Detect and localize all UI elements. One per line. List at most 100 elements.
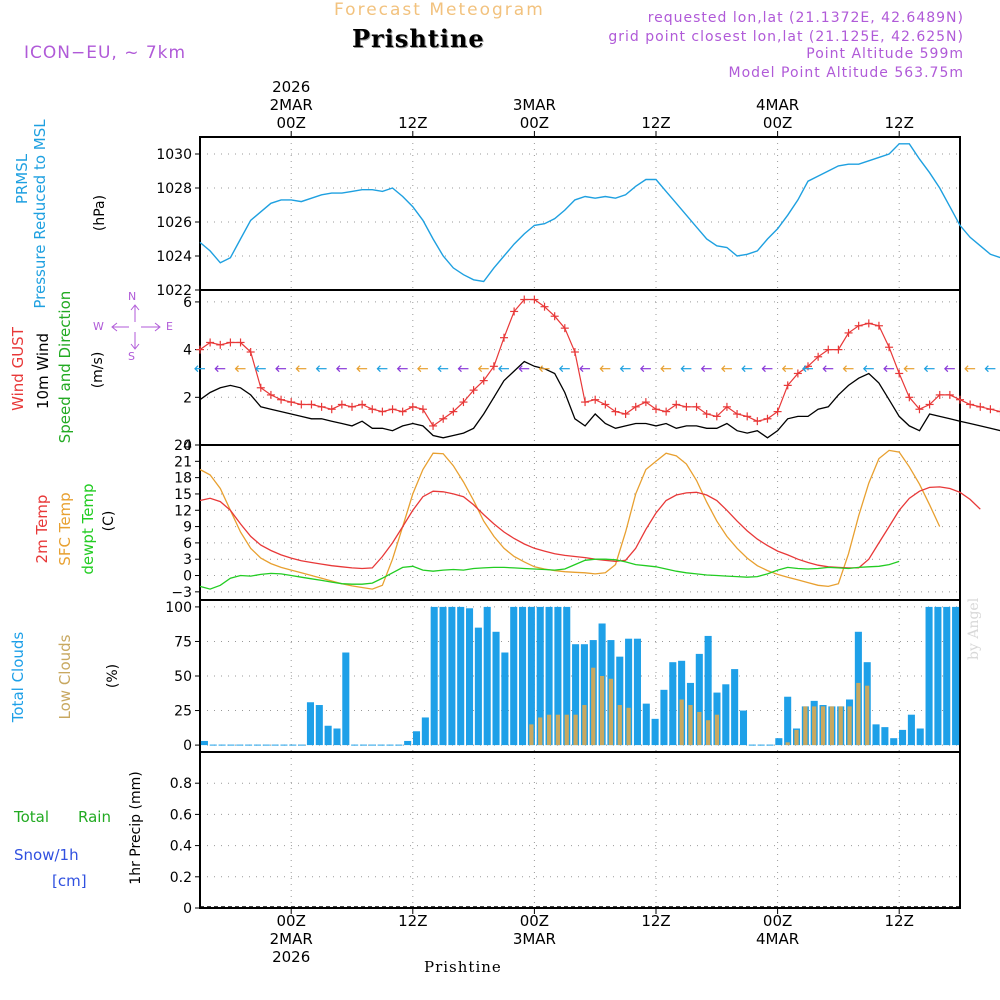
gust-marker: [763, 414, 772, 423]
gust-marker: [702, 410, 711, 418]
gust-marker: [641, 398, 650, 407]
wind-direction-arrow: [944, 365, 955, 373]
total-cloud-bar: [527, 606, 535, 746]
gust-marker: [287, 398, 296, 407]
gust-marker: [834, 345, 843, 354]
y-tick-label: 75: [174, 634, 192, 650]
y-tick-label: 0: [183, 569, 192, 585]
total-cloud-bar: [412, 731, 421, 746]
y-tick-label: 4: [183, 343, 192, 359]
wind-direction-arrow: [477, 365, 489, 373]
time-label: 3MAR: [513, 96, 556, 114]
total-cloud-bar: [448, 606, 456, 746]
time-label: 00Z: [763, 912, 792, 930]
y-tick-label: 0: [183, 438, 192, 454]
total-cloud-bar: [554, 606, 562, 746]
wind-direction-arrow: [376, 365, 388, 373]
wind-direction-arrow: [275, 365, 287, 373]
total-cloud-bar: [934, 606, 942, 746]
gust-marker: [398, 407, 407, 416]
gust-marker: [692, 402, 701, 411]
time-label: 12Z: [641, 114, 670, 132]
gust-marker: [773, 407, 782, 416]
gust-marker: [216, 340, 225, 349]
wind-direction-arrow: [781, 365, 793, 373]
gust-marker: [966, 400, 975, 409]
panel-1: 0 2 4 6: [183, 289, 961, 454]
gust-marker: [895, 369, 904, 378]
y-tick-label: 0: [183, 738, 192, 754]
gust-marker: [854, 321, 863, 330]
low-cloud-bar: [608, 678, 614, 746]
gust-marker: [550, 312, 559, 321]
wind-direction-arrow: [619, 365, 631, 373]
gust-marker: [317, 402, 326, 411]
low-cloud-bar: [856, 682, 861, 746]
gust-marker: [236, 338, 245, 347]
total-cloud-bar: [572, 644, 580, 746]
time-label: 12Z: [641, 912, 670, 930]
low-cloud-bar: [697, 711, 702, 746]
gust-marker: [560, 324, 569, 333]
point-altitude: Point Altitude 599m: [806, 46, 964, 62]
low-cloud-bar: [865, 685, 870, 746]
y-tick-label: 25: [174, 704, 192, 720]
low-cloud-bar: [529, 724, 534, 746]
total-cloud-bar: [890, 738, 898, 746]
gust-marker: [206, 338, 215, 347]
low-cloud-bar: [838, 706, 843, 746]
gust-marker: [996, 407, 1000, 416]
gust-marker: [479, 376, 488, 385]
wind-direction-arrow: [822, 365, 834, 373]
total-cloud-bar: [633, 638, 641, 746]
total-cloud-bar: [430, 606, 438, 746]
total-cloud-bar: [563, 606, 571, 746]
gust-marker: [712, 412, 721, 421]
total-cloud-bar: [466, 608, 474, 746]
gust-marker: [935, 390, 944, 399]
gust-marker: [672, 400, 681, 409]
gust-marker: [226, 338, 235, 347]
wind-direction-arrow: [842, 365, 854, 373]
total-cloud-bar: [899, 729, 907, 746]
low-cloud-bar: [564, 714, 569, 746]
gust-marker: [378, 407, 387, 416]
time-label: 2026: [272, 948, 310, 966]
total-cloud-bar: [545, 606, 553, 746]
gust-marker: [662, 407, 671, 416]
compass-n: N: [128, 290, 137, 303]
wind-direction-arrow: [336, 365, 347, 373]
y-tick-label: 18: [174, 471, 192, 487]
gust-marker: [986, 405, 995, 414]
gust-marker: [277, 395, 286, 404]
total-cloud-bar: [907, 714, 915, 746]
precip-label-rain: Rain: [78, 808, 111, 826]
pressure-line: [199, 143, 1000, 283]
total-cloud-bar: [492, 631, 500, 746]
low-cloud-bar: [573, 714, 578, 746]
bottom-city-name: Prishtine: [424, 958, 502, 976]
gust-marker: [753, 417, 762, 426]
low-cloud-bar: [794, 729, 799, 746]
total-cloud-bar: [695, 653, 703, 746]
gust-marker: [885, 343, 894, 352]
gust-marker: [722, 402, 731, 411]
gust-marker: [581, 398, 590, 407]
low-cloud-bar: [679, 699, 684, 746]
wind-direction-arrow: [741, 365, 753, 373]
low-cloud-bar: [538, 717, 543, 746]
gust-marker: [976, 402, 985, 411]
gust-marker: [905, 393, 914, 402]
time-label: 00Z: [520, 912, 549, 930]
gust-marker: [256, 383, 265, 392]
wind-direction-arrow: [315, 365, 327, 373]
gust-marker: [540, 302, 549, 311]
total-cloud-bar: [784, 696, 792, 746]
gust-marker: [793, 369, 802, 378]
wind-direction-arrow: [295, 365, 307, 373]
model-label: ICON−EU, ~ 7km: [24, 43, 187, 63]
precip-label-snow: Snow/1h: [14, 846, 79, 864]
wind-direction-arrow: [457, 365, 469, 373]
total-cloud-bar: [943, 606, 951, 746]
low-cloud-bar: [688, 705, 693, 746]
